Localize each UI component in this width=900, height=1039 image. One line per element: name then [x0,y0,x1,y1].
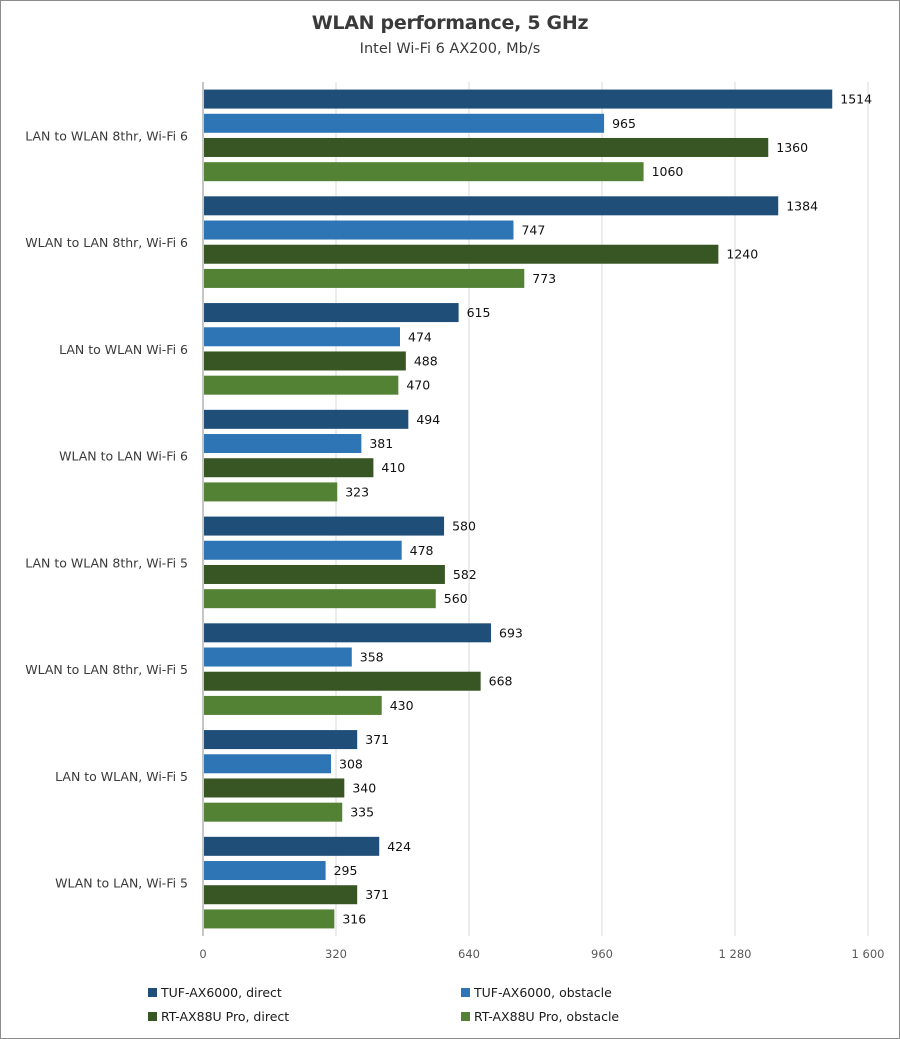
bar [204,647,352,667]
bar [204,137,769,157]
bar [204,196,779,216]
data-label: 424 [387,839,411,854]
legend-label: RT-AX88U Pro, direct [161,1009,290,1024]
chart-subtitle: Intel Wi-Fi 6 AX200, Mb/s [359,41,541,57]
data-label: 488 [414,353,438,368]
legend-item-2: RT-AX88U Pro, direct [148,1009,289,1024]
data-label: 358 [360,650,384,665]
bar [204,244,719,264]
category-label: LAN to WLAN Wi-Fi 6 [59,342,188,357]
data-label: 773 [532,271,556,286]
data-label: 308 [339,756,363,771]
data-label: 430 [390,698,414,713]
data-label: 410 [381,460,405,475]
legend-label: TUF-AX6000, obstacle [474,985,612,1000]
legend-item-3: RT-AX88U Pro, obstacle [461,1009,619,1024]
legend-swatch [148,988,157,997]
data-label: 478 [410,543,434,558]
legend-swatch [461,988,470,997]
legend-item-0: TUF-AX6000, direct [148,985,282,1000]
data-label: 1384 [786,198,818,213]
bar [204,113,605,133]
x-tick-label: 0 [199,947,206,961]
bar [204,89,833,109]
legend-item-1: TUF-AX6000, obstacle [461,985,612,1000]
bar [204,695,382,715]
data-label: 965 [612,116,636,131]
bar [204,730,358,750]
data-label: 371 [365,732,389,747]
data-label: 494 [416,412,440,427]
bar [204,516,445,536]
data-label: 1514 [840,92,872,107]
category-label: LAN to WLAN 8thr, Wi-Fi 6 [25,128,188,143]
bar [204,909,335,929]
legend-label: TUF-AX6000, direct [161,985,282,1000]
data-label: 580 [452,519,476,534]
category-label: WLAN to LAN 8thr, Wi-Fi 6 [25,235,188,250]
category-label: WLAN to LAN, Wi-Fi 5 [55,876,188,891]
data-label: 470 [406,378,430,393]
bar [204,564,445,584]
data-label: 560 [444,591,468,606]
bar [204,162,644,182]
legend-swatch [461,1012,470,1021]
category-label: LAN to WLAN, Wi-Fi 5 [55,769,188,784]
x-tick-label: 320 [325,947,347,961]
data-label: 1360 [776,140,808,155]
bar [204,836,380,856]
data-label: 335 [350,805,374,820]
bar [204,754,332,774]
data-label: 371 [365,887,389,902]
bar [204,802,343,822]
data-label: 316 [342,911,366,926]
bar [204,623,492,643]
category-label: WLAN to LAN Wi-Fi 6 [59,449,188,464]
bar [204,220,514,240]
bar [204,409,409,429]
bar [204,589,436,609]
bar [204,303,459,323]
bar [204,671,481,691]
x-tick-label: 960 [591,947,613,961]
bar [204,268,525,288]
data-label: 693 [499,625,523,640]
bar [204,434,362,454]
bar [204,778,345,798]
data-label: 340 [352,780,376,795]
data-label: 323 [345,484,369,499]
bar [204,458,374,478]
category-label: WLAN to LAN 8thr, Wi-Fi 5 [25,662,188,677]
bar [204,327,401,347]
data-label: 295 [334,863,358,878]
x-tick-label: 640 [458,947,480,961]
x-tick-label: 1 600 [852,947,885,961]
data-label: 747 [521,223,545,238]
data-label: 1060 [652,164,684,179]
bar [204,482,338,502]
legend-swatch [148,1012,157,1021]
bar [204,375,399,395]
legend-label: RT-AX88U Pro, obstacle [474,1009,620,1024]
chart-title: WLAN performance, 5 GHz [311,12,589,34]
data-label: 582 [453,567,477,582]
bar [204,885,358,905]
data-label: 668 [489,674,513,689]
data-label: 1240 [726,247,758,262]
data-label: 615 [467,305,491,320]
bar [204,861,326,881]
bar [204,351,406,371]
data-label: 381 [369,436,393,451]
category-label: LAN to WLAN 8thr, Wi-Fi 5 [25,555,188,570]
bar [204,540,402,560]
x-tick-label: 1 280 [719,947,752,961]
data-label: 474 [408,329,432,344]
